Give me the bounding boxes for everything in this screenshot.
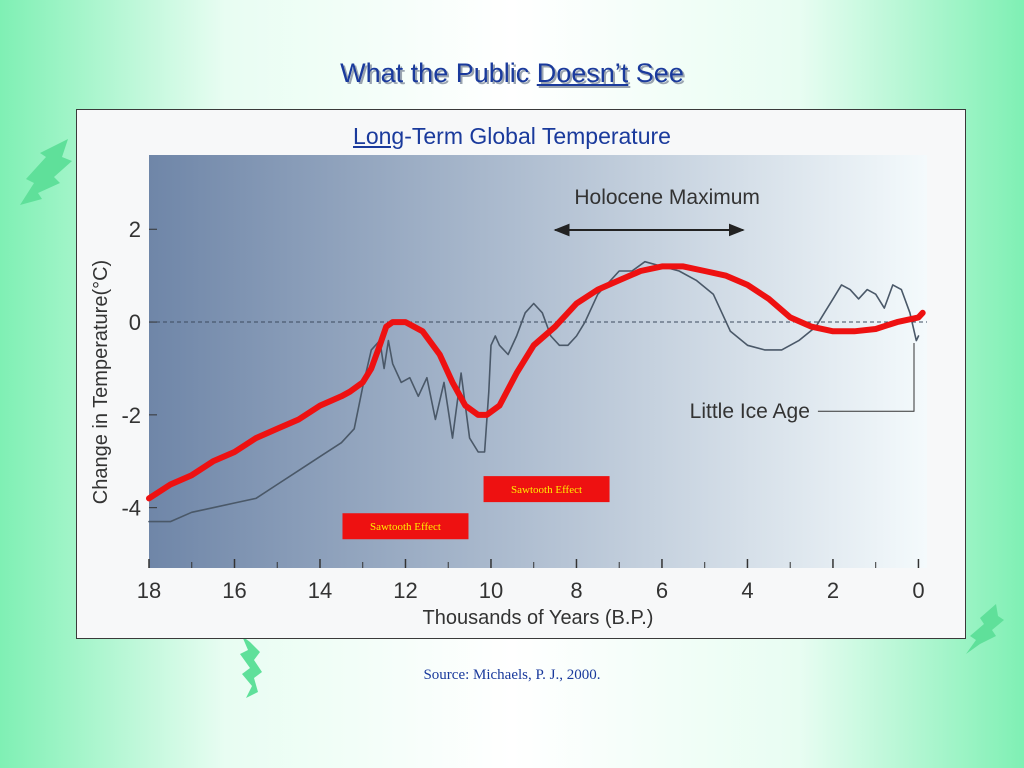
slide-title: What the Public Doesn’t See (0, 58, 1024, 89)
x-tick-label: 4 (741, 578, 753, 603)
sawtooth-callout-box (483, 476, 610, 503)
leaf-decoration-left-icon (20, 139, 72, 205)
x-axis-title: Thousands of Years (B.P.) (423, 607, 654, 629)
sawtooth-callout-label: Sawtooth Effect (370, 521, 441, 533)
x-tick-label: 12 (393, 578, 417, 603)
annotation-little-ice-age: Little Ice Age (690, 400, 810, 423)
y-tick-label: 0 (129, 310, 141, 335)
sawtooth-callout-label: Sawtooth Effect (511, 484, 582, 496)
chart-title-emphasis: Long (353, 123, 405, 149)
series-line-red-overlay (146, 263, 926, 502)
plot-area (149, 155, 927, 568)
x-tick-label: 8 (570, 578, 582, 603)
source-citation: Source: Michaels, P. J., 2000. (423, 667, 601, 683)
sawtooth-callout-box (342, 513, 469, 540)
little-ice-age-leader (817, 342, 915, 412)
x-tick-label: 14 (308, 578, 332, 603)
x-tick-label: 18 (137, 578, 161, 603)
x-tick-label: 2 (827, 578, 839, 603)
x-tick-label: 6 (656, 578, 668, 603)
chart-title-rest: -Term Global Temperature (404, 123, 671, 149)
y-axis-title: Change in Temperature(°C) (90, 260, 112, 504)
slide-title-part1: What the Public (340, 58, 537, 88)
y-tick-label: -4 (121, 496, 141, 521)
y-tick-label: -2 (121, 403, 141, 428)
x-tick-label: 16 (222, 578, 246, 603)
x-tick-label: 0 (912, 578, 924, 603)
y-tick-label: 2 (129, 217, 141, 242)
leaf-decoration-right-icon (966, 604, 1004, 654)
series-line-original (148, 260, 920, 523)
x-tick-label: 10 (479, 578, 503, 603)
leaf-decoration-bottom-icon (240, 636, 262, 698)
slide-title-part2: See (628, 58, 684, 88)
annotation-holocene-maximum: Holocene Maximum (574, 186, 760, 209)
chart-title: Long-Term Global Temperature (0, 123, 1024, 150)
slide-title-emphasis: Doesn’t (536, 58, 629, 88)
